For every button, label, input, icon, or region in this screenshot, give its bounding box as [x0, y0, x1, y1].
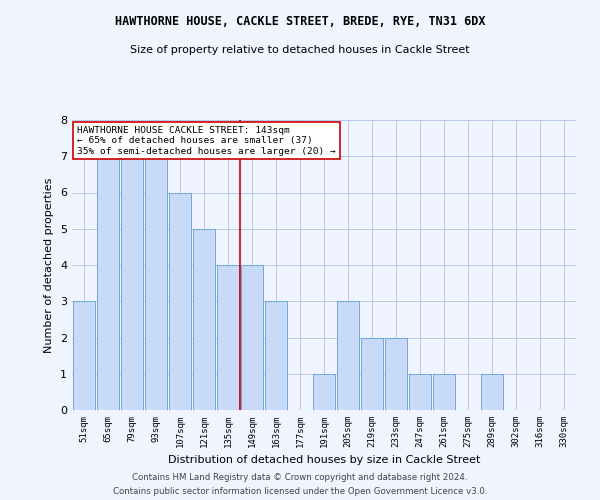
Bar: [337, 301, 359, 410]
Bar: [193, 229, 215, 410]
Text: Size of property relative to detached houses in Cackle Street: Size of property relative to detached ho…: [130, 45, 470, 55]
Bar: [481, 374, 503, 410]
Bar: [433, 374, 455, 410]
Text: Contains HM Land Registry data © Crown copyright and database right 2024.: Contains HM Land Registry data © Crown c…: [132, 472, 468, 482]
Bar: [361, 338, 383, 410]
Bar: [169, 192, 191, 410]
Y-axis label: Number of detached properties: Number of detached properties: [44, 178, 55, 352]
Bar: [241, 265, 263, 410]
Bar: [97, 156, 119, 410]
X-axis label: Distribution of detached houses by size in Cackle Street: Distribution of detached houses by size …: [168, 456, 480, 466]
Bar: [73, 301, 95, 410]
Bar: [409, 374, 431, 410]
Text: HAWTHORNE HOUSE CACKLE STREET: 143sqm
← 65% of detached houses are smaller (37)
: HAWTHORNE HOUSE CACKLE STREET: 143sqm ← …: [77, 126, 336, 156]
Text: Contains public sector information licensed under the Open Government Licence v3: Contains public sector information licen…: [113, 488, 487, 496]
Bar: [385, 338, 407, 410]
Text: HAWTHORNE HOUSE, CACKLE STREET, BREDE, RYE, TN31 6DX: HAWTHORNE HOUSE, CACKLE STREET, BREDE, R…: [115, 15, 485, 28]
Bar: [313, 374, 335, 410]
Bar: [121, 156, 143, 410]
Bar: [145, 156, 167, 410]
Bar: [217, 265, 239, 410]
Bar: [265, 301, 287, 410]
